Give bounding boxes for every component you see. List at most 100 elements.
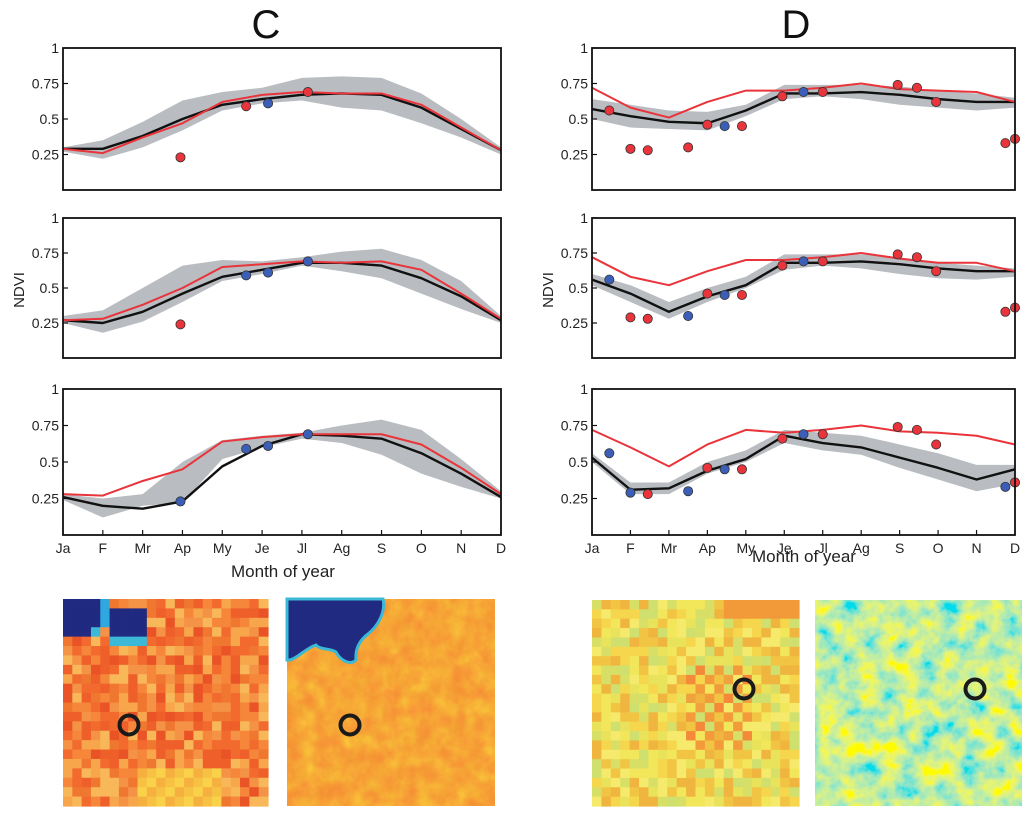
map-pixel (63, 787, 73, 798)
map-pixel (714, 731, 725, 742)
map-pixel (601, 768, 612, 779)
map-pixel (723, 721, 734, 732)
map-pixel (212, 740, 223, 751)
map-pixel (230, 627, 241, 638)
map-pixel (118, 674, 129, 685)
map-pixel (184, 617, 195, 628)
map-pixel (221, 693, 232, 704)
map-pixel (109, 674, 120, 685)
map-pixel (128, 655, 139, 666)
map-pixel (742, 637, 753, 648)
map-pixel (184, 655, 195, 666)
map-pixel (193, 599, 204, 610)
map-pixel (676, 712, 687, 723)
map-pixel (240, 740, 250, 751)
map-pixel (63, 758, 73, 769)
observation-point (1000, 306, 1011, 317)
map-pixel (770, 768, 781, 779)
map-pixel (667, 665, 678, 676)
map-pixel (221, 627, 232, 638)
x-axis-label: Month of year (752, 547, 856, 566)
map-pixel (610, 777, 621, 788)
map-pixel (789, 721, 800, 732)
map-pixel (249, 646, 260, 657)
map-pixel (184, 796, 195, 807)
map-pixel (90, 758, 101, 769)
selected-point (175, 496, 186, 507)
map-pixel (592, 628, 603, 639)
map-pixel (789, 600, 800, 610)
map-pixel (81, 749, 92, 760)
selected-point (798, 256, 809, 267)
map-pixel (137, 777, 148, 788)
map-pixel (230, 787, 241, 798)
map-pixel (118, 749, 129, 760)
map-pixel (258, 683, 269, 694)
map-pixel (137, 608, 148, 619)
map-pixel (648, 721, 659, 732)
x-tick-label: My (736, 540, 755, 556)
map-pixel (202, 683, 213, 694)
map-pixel (601, 628, 612, 639)
map-pixel (629, 693, 640, 704)
map-pixel (184, 777, 195, 788)
x-tick-label: Ap (174, 540, 191, 556)
map-pixel (230, 740, 241, 751)
map-pixel (657, 721, 668, 732)
map-pixel (137, 721, 148, 732)
map-pixel (90, 636, 101, 647)
map-pixel (723, 618, 734, 629)
map-pixel (128, 646, 139, 657)
map-pixel (742, 703, 753, 713)
x-tick-label: O (933, 540, 944, 556)
map-pixel (751, 749, 762, 760)
y-tick-label: 0.25 (32, 147, 59, 163)
map-pixel (184, 758, 195, 769)
y-tick-label: 1 (51, 381, 59, 397)
selected-point (604, 274, 615, 285)
map-pixel (610, 787, 621, 798)
map-pixel (128, 627, 139, 638)
map-pixel (174, 664, 185, 675)
map-pixel (90, 749, 101, 760)
map-pixel (676, 609, 687, 620)
map-pixel (770, 684, 781, 695)
map-pixel (780, 674, 791, 685)
x-tick-label: Je (255, 540, 270, 556)
map-pixel (686, 768, 697, 779)
map-pixel (657, 600, 668, 610)
map-pixel (118, 599, 129, 610)
map-pixel (230, 796, 241, 807)
map-pixel (789, 693, 800, 704)
map-pixel (657, 618, 668, 629)
map-pixel (601, 693, 612, 704)
map-panel-3 (592, 600, 800, 807)
map-pixel (686, 703, 697, 713)
map-pixel (676, 600, 687, 610)
map-pixel (165, 787, 176, 798)
map-pixel (109, 721, 120, 732)
map-pixel (733, 665, 744, 676)
map-pixel (184, 749, 195, 760)
map-pixel (90, 796, 101, 807)
map-pixel (249, 608, 260, 619)
map-pixel (789, 703, 800, 713)
map-pixel (761, 740, 772, 751)
map-pixel (714, 693, 725, 704)
map-pixel (258, 674, 269, 685)
map-pixel (118, 740, 129, 751)
map-pixel (63, 627, 73, 638)
map-pixel (230, 683, 241, 694)
map-pixel (601, 600, 612, 610)
map-pixel (770, 618, 781, 629)
map-pixel (789, 731, 800, 742)
map-pixel (592, 618, 603, 629)
y-tick-label: 0.25 (561, 315, 588, 331)
map-pixel (676, 703, 687, 713)
map-pixel (592, 684, 603, 695)
map-pixel (146, 599, 157, 610)
map-pixel (751, 656, 762, 667)
map-pixel (667, 740, 678, 751)
map-pixel (780, 749, 791, 760)
map-pixel (212, 721, 223, 732)
